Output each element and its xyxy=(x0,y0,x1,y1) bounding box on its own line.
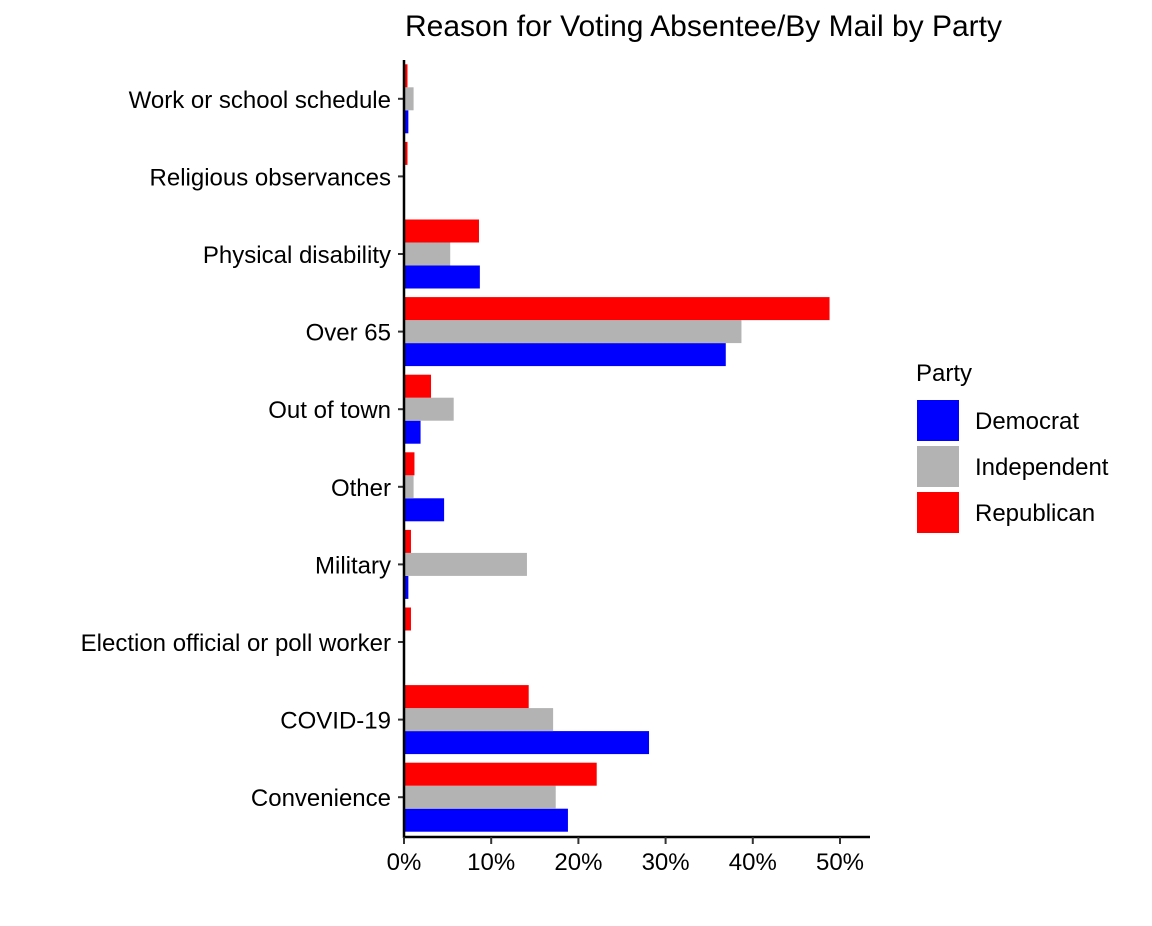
bar-out-of-town-republican xyxy=(404,374,432,398)
legend-title: Party xyxy=(916,360,972,387)
y-tick-label-work-or-school-schedule: Work or school schedule xyxy=(129,87,391,114)
bar-convenience-independent xyxy=(404,785,556,809)
bar-work-or-school-schedule-democrat xyxy=(404,110,409,134)
bar-convenience-republican xyxy=(404,762,597,786)
bar-out-of-town-democrat xyxy=(404,420,421,444)
bar-over-65-democrat xyxy=(404,343,726,367)
y-tick-label-military: Military xyxy=(315,552,391,579)
bar-election-official-or-poll-worker-republican xyxy=(404,607,411,631)
bars-layer xyxy=(404,64,830,832)
x-axis: 0% 10% 20% 30% 40% 50% xyxy=(387,835,870,876)
bar-physical-disability-democrat xyxy=(404,265,480,289)
y-tick-label-out-of-town: Out of town xyxy=(268,397,391,424)
bar-other-independent xyxy=(404,475,414,499)
y-tick-label-other: Other xyxy=(331,475,391,502)
bar-covid-19-republican xyxy=(404,685,529,709)
y-tick-label-religious-observances: Religious observances xyxy=(150,164,391,191)
bar-convenience-democrat xyxy=(404,808,568,832)
y-tick-label-election-official-or-poll-worker: Election official or poll worker xyxy=(81,630,391,657)
bar-work-or-school-schedule-republican xyxy=(404,64,408,88)
bar-out-of-town-independent xyxy=(404,397,454,421)
bar-military-democrat xyxy=(404,575,409,599)
x-tick-label-0: 0% xyxy=(387,849,422,876)
legend-label-independent: Independent xyxy=(975,454,1109,481)
bar-other-republican xyxy=(404,452,415,476)
legend-label-republican: Republican xyxy=(975,500,1095,527)
y-axis: Convenience COVID-19 Election official or … xyxy=(81,60,406,838)
y-tick-label-convenience: Convenience xyxy=(251,785,391,812)
bar-military-republican xyxy=(404,529,411,553)
bar-other-democrat xyxy=(404,498,445,522)
bar-religious-observances-republican xyxy=(404,141,408,165)
bar-military-independent xyxy=(404,552,527,576)
bar-covid-19-independent xyxy=(404,708,554,732)
bar-over-65-independent xyxy=(404,320,742,344)
legend-swatch-democrat xyxy=(917,400,959,441)
bar-physical-disability-independent xyxy=(404,242,451,266)
bar-covid-19-democrat xyxy=(404,731,650,755)
y-tick-label-covid-19: COVID-19 xyxy=(280,708,391,735)
x-tick-label-5: 50% xyxy=(816,849,864,876)
x-tick-label-1: 10% xyxy=(467,849,515,876)
bar-work-or-school-schedule-independent xyxy=(404,87,414,111)
bar-physical-disability-republican xyxy=(404,219,479,243)
x-tick-label-3: 30% xyxy=(642,849,690,876)
chart-title: Reason for Voting Absentee/By Mail by Pa… xyxy=(405,10,1002,43)
y-tick-label-over-65: Over 65 xyxy=(306,320,391,347)
x-tick-label-4: 40% xyxy=(729,849,777,876)
bar-over-65-republican xyxy=(404,297,830,321)
legend-swatch-independent xyxy=(917,446,959,487)
y-tick-label-physical-disability: Physical disability xyxy=(203,242,391,269)
legend-swatch-republican xyxy=(917,492,959,533)
x-tick-label-2: 20% xyxy=(554,849,602,876)
legend-label-democrat: Democrat xyxy=(975,408,1079,435)
